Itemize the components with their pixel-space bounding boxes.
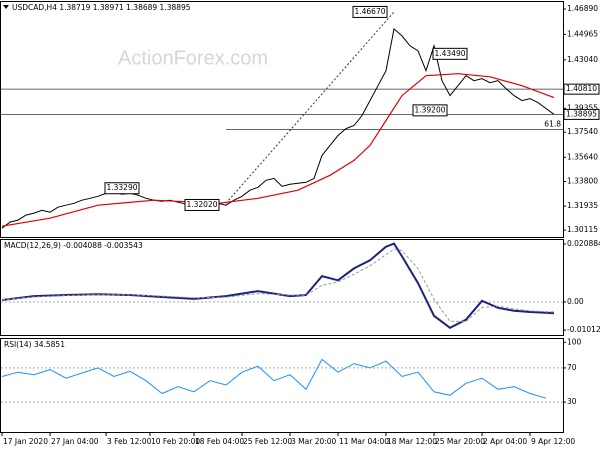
x-tick-label: 17 Jan 2020 xyxy=(3,437,48,446)
annotation-label: 1.46670 xyxy=(354,7,385,16)
y-tick-label: 1.43040 xyxy=(567,55,598,64)
x-tick-label: 11 Mar 04:00 xyxy=(339,437,389,446)
annotation-box xyxy=(412,104,448,117)
x-tick-label: 18 Feb 04:00 xyxy=(195,437,244,446)
x-tick-label: 25 Feb 12:00 xyxy=(243,437,292,446)
panel-frame xyxy=(0,338,564,433)
series-line xyxy=(1,27,555,229)
x-tick-label: 18 Mar 12:00 xyxy=(387,437,437,446)
series-line xyxy=(1,248,554,322)
trend-line xyxy=(225,11,395,204)
panel-title: USDCAD,H4 1.38719 1.38971 1.38689 1.3889… xyxy=(12,3,191,12)
y-tick-label: 1.33800 xyxy=(567,177,598,186)
series-line xyxy=(1,242,555,329)
x-tick-label: 2 Apr 04:00 xyxy=(483,437,527,446)
y-tick-label: -0.010121 xyxy=(567,325,600,334)
x-tick-label: 25 Mar 20:00 xyxy=(435,437,485,446)
x-tick-label: 3 Mar 20:00 xyxy=(291,437,337,446)
y-tick-label: 1.39355 xyxy=(567,103,598,112)
y-tick-label: 1.30115 xyxy=(567,225,598,234)
y-tick-label: 0.020884 xyxy=(567,239,600,248)
fib-label: 61.8 xyxy=(544,119,561,128)
watermark: ActionForex.com xyxy=(118,47,268,69)
annotation-label: 1.39200 xyxy=(414,105,445,114)
annotation-box xyxy=(104,182,140,195)
panel-title: MACD(12,26,9) -0.004088 -0.003543 xyxy=(4,241,143,250)
annotation-label: 1.33290 xyxy=(106,183,137,192)
panel-title: RSI(14) 34.5851 xyxy=(4,340,65,349)
y-tick-label: 1.37540 xyxy=(567,127,598,136)
level-label: 1.38895 xyxy=(566,109,597,118)
annotation-label: 1.43490 xyxy=(434,49,465,58)
x-tick-label: 10 Feb 20:00 xyxy=(151,437,200,446)
level-label-box xyxy=(563,108,600,120)
menu-triangle xyxy=(3,5,9,9)
annotation-box xyxy=(352,5,388,18)
y-tick-label: 70 xyxy=(567,363,577,372)
x-tick-label: 3 Feb 12:00 xyxy=(107,437,152,446)
y-tick-label: 0.00 xyxy=(567,297,584,306)
series-line xyxy=(1,358,547,399)
y-tick-label: 1.46890 xyxy=(567,4,598,13)
series-line xyxy=(1,73,555,227)
x-tick-label: 27 Jan 04:00 xyxy=(51,437,99,446)
panel-frame xyxy=(0,239,564,336)
level-label-box xyxy=(563,83,600,95)
y-tick-label: 30 xyxy=(567,397,577,406)
y-tick-label: 100 xyxy=(567,337,582,346)
annotation-box xyxy=(184,198,220,211)
y-tick-label: 1.44965 xyxy=(567,29,598,38)
annotation-label: 1.32020 xyxy=(186,200,217,209)
level-label: 1.40810 xyxy=(566,84,597,93)
annotation-box xyxy=(432,47,468,60)
y-tick-label: 1.35640 xyxy=(567,152,598,161)
y-tick-label: 1.31935 xyxy=(567,201,598,210)
x-tick-label: 9 Apr 12:00 xyxy=(531,437,575,446)
